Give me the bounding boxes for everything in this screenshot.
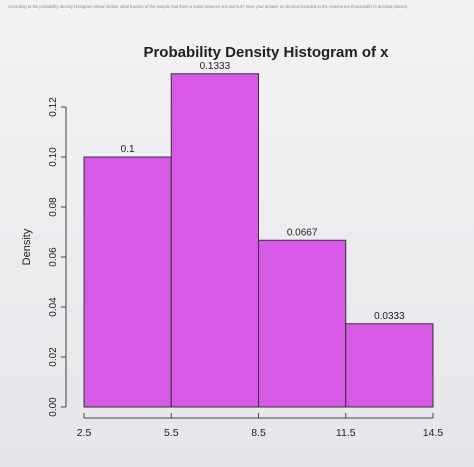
bar-value-label: 0.1333 [200,61,231,72]
bar-value-label: 0.1 [121,144,135,155]
histogram-bar [170,73,259,408]
x-tick-label: 8.5 [251,427,266,439]
data-labels-layer: 0.1 0.1333 0.0667 0.0333 [121,61,405,322]
x-axis: 2.5 5.5 8.5 11.5 14.5 [77,413,444,439]
x-tick-label: 2.5 [77,427,92,439]
y-tick-label: 0.00 [48,397,59,417]
y-tick-label: 0.04 [48,297,59,317]
chart-title: Probability Density Histogram of x [143,44,389,61]
bar-value-label: 0.0667 [287,227,318,238]
x-tick-label: 11.5 [336,427,356,439]
histogram-bar [258,239,347,408]
x-tick-label: 5.5 [164,427,179,439]
x-tick-label: 14.5 [423,427,444,439]
bars-layer [83,73,434,408]
y-tick-label: 0.06 [48,247,59,267]
question-text: According to the probability density his… [8,4,409,9]
y-axis-label: Density [21,228,33,265]
bar-value-label: 0.0333 [374,311,405,322]
histogram-bar [345,323,434,408]
y-tick-label: 0.10 [48,147,59,167]
histogram-bar [83,156,172,408]
y-tick-label: 0.02 [48,347,59,367]
y-axis: 0.00 0.02 0.04 0.06 0.08 0.10 0.12 [48,97,67,417]
y-tick-label: 0.08 [48,197,59,217]
y-tick-label: 0.12 [48,97,59,117]
